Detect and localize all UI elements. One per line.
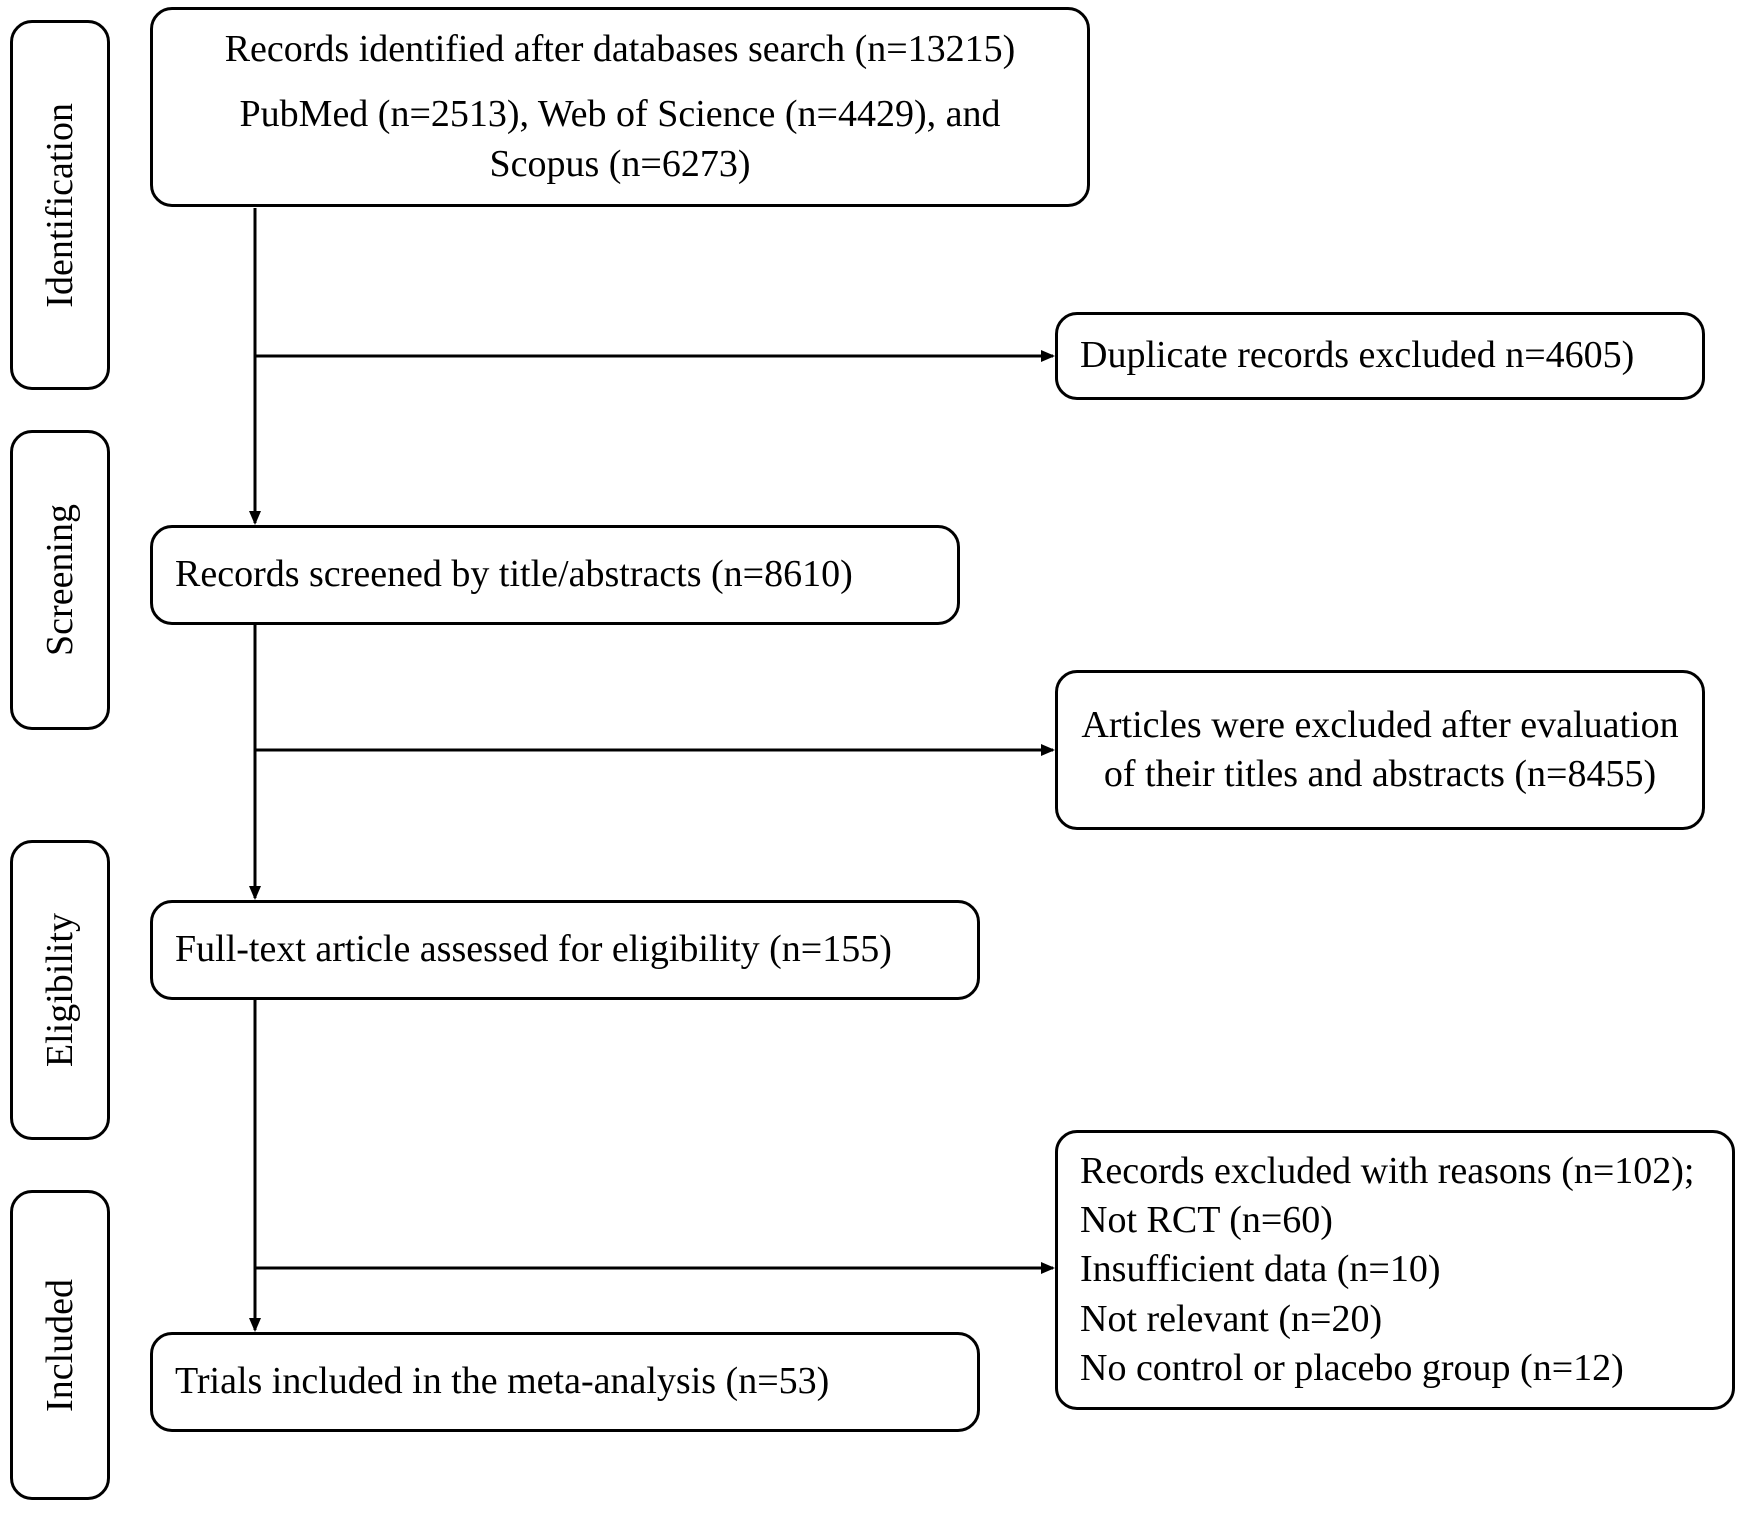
- phase-eligibility-label: Eligibility: [38, 913, 82, 1067]
- box-records-excluded-reasons: Records excluded with reasons (n=102); N…: [1055, 1130, 1735, 1410]
- excluded-reasons-line4: Not relevant (n=20): [1080, 1295, 1382, 1344]
- excluded-reasons-line1: Records excluded with reasons (n=102);: [1080, 1147, 1695, 1196]
- duplicate-excluded-text: Duplicate records excluded n=4605): [1080, 331, 1634, 380]
- phase-identification: Identification: [10, 20, 110, 390]
- records-screened-text: Records screened by title/abstracts (n=8…: [175, 550, 853, 599]
- box-duplicate-excluded: Duplicate records excluded n=4605): [1055, 312, 1705, 400]
- excluded-reasons-line5: No control or placebo group (n=12): [1080, 1344, 1624, 1393]
- records-identified-line2: PubMed (n=2513), Web of Science (n=4429)…: [210, 90, 1030, 189]
- trials-included-text: Trials included in the meta-analysis (n=…: [175, 1357, 829, 1406]
- box-articles-excluded: Articles were excluded after evaluation …: [1055, 670, 1705, 830]
- box-trials-included: Trials included in the meta-analysis (n=…: [150, 1332, 980, 1432]
- phase-identification-label: Identification: [38, 103, 82, 308]
- articles-excluded-text: Articles were excluded after evaluation …: [1080, 701, 1680, 800]
- phase-included-label: Included: [38, 1279, 82, 1412]
- phase-included: Included: [10, 1190, 110, 1500]
- box-records-identified: Records identified after databases searc…: [150, 7, 1090, 207]
- fulltext-assessed-text: Full-text article assessed for eligibili…: [175, 925, 892, 974]
- excluded-reasons-line2: Not RCT (n=60): [1080, 1196, 1333, 1245]
- phase-eligibility: Eligibility: [10, 840, 110, 1140]
- box-fulltext-assessed: Full-text article assessed for eligibili…: [150, 900, 980, 1000]
- phase-screening-label: Screening: [38, 504, 82, 656]
- box-records-screened: Records screened by title/abstracts (n=8…: [150, 525, 960, 625]
- prisma-flowchart: Identification Screening Eligibility Inc…: [0, 0, 1741, 1535]
- records-identified-line1: Records identified after databases searc…: [225, 25, 1016, 74]
- excluded-reasons-line3: Insufficient data (n=10): [1080, 1245, 1441, 1294]
- phase-screening: Screening: [10, 430, 110, 730]
